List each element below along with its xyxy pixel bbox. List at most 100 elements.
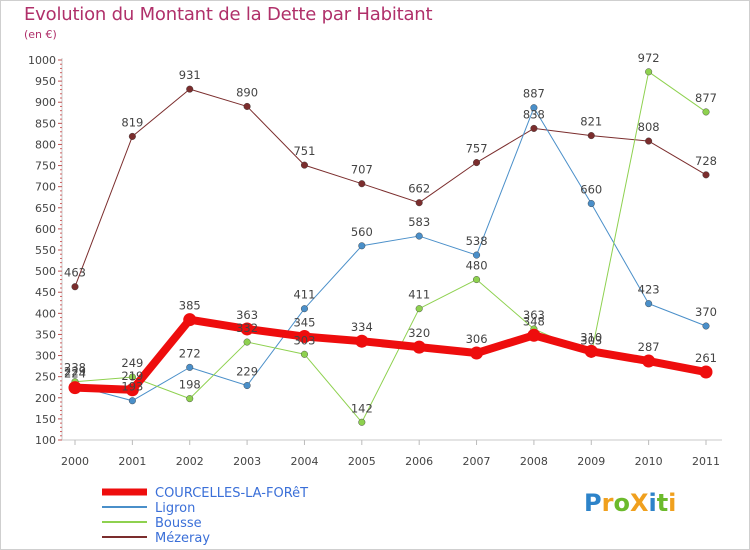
y-tick-label: 750 (35, 160, 56, 173)
series-line (74, 107, 707, 402)
data-label: 303 (580, 333, 602, 347)
data-point (186, 85, 194, 93)
data-label: 972 (638, 51, 660, 65)
logo-letter: r (601, 489, 614, 517)
x-tick-label: 2003 (233, 455, 261, 468)
proxiti-logo: ProXiti (584, 489, 676, 517)
data-label: 287 (638, 340, 660, 354)
data-point (527, 328, 541, 342)
data-label: 890 (236, 85, 258, 99)
data-label: 224 (64, 367, 86, 381)
x-tick-label: 2008 (520, 455, 548, 468)
legend-label: Bousse (155, 516, 202, 531)
data-point (645, 137, 653, 145)
logo-letter: i (668, 489, 677, 517)
data-label: 877 (695, 91, 717, 105)
data-label: 345 (293, 316, 315, 330)
data-point (358, 242, 366, 250)
data-point (702, 322, 710, 330)
data-label: 583 (408, 215, 430, 229)
data-label: 332 (236, 321, 258, 335)
legend-label: Ligron (155, 501, 195, 516)
y-tick-label: 600 (35, 223, 56, 236)
data-label: 411 (293, 288, 315, 302)
data-point (243, 102, 251, 110)
y-tick-label: 650 (35, 202, 56, 215)
data-label: 538 (466, 234, 488, 248)
data-point (473, 251, 481, 259)
y-tick-label: 550 (35, 244, 56, 257)
data-point (473, 159, 481, 167)
data-label: 887 (523, 87, 545, 101)
data-label: 728 (695, 154, 717, 168)
data-point (243, 338, 251, 346)
data-label: 662 (408, 182, 430, 196)
x-tick-label: 2004 (290, 455, 318, 468)
y-tick-label: 250 (35, 371, 56, 384)
data-point (645, 68, 653, 76)
x-tick-label: 2009 (577, 455, 605, 468)
data-point (186, 363, 194, 371)
y-tick-label: 100 (35, 434, 56, 447)
data-label: 229 (64, 365, 86, 379)
logo-letter: t (656, 489, 669, 517)
data-label: 660 (580, 183, 602, 197)
data-point (128, 397, 136, 405)
series-0 (71, 85, 710, 291)
y-tick-label: 800 (35, 138, 56, 151)
data-label: 363 (236, 308, 258, 322)
data-label: 310 (580, 330, 602, 344)
x-tick-label: 2002 (176, 455, 204, 468)
x-tick-label: 2007 (463, 455, 491, 468)
data-point (71, 283, 79, 291)
data-label: 238 (64, 361, 86, 375)
x-tick-label: 2006 (405, 455, 433, 468)
data-label: 303 (293, 333, 315, 347)
data-point (702, 171, 710, 179)
data-point (243, 382, 251, 390)
x-tick-label: 2000 (61, 455, 89, 468)
data-point (183, 313, 197, 327)
data-point (470, 346, 484, 360)
data-point (300, 305, 308, 313)
data-point (415, 232, 423, 240)
logo-letter: i (648, 489, 657, 517)
logo-letter: X (629, 489, 649, 517)
data-label: 821 (580, 115, 602, 129)
x-tick-label: 2011 (692, 455, 720, 468)
data-label: 219 (121, 369, 143, 383)
data-label: 198 (179, 378, 201, 392)
data-label: 334 (351, 320, 373, 334)
data-label: 261 (695, 351, 717, 365)
data-label: 838 (523, 107, 545, 121)
data-point (642, 354, 656, 368)
series-1 (71, 104, 710, 405)
y-tick-label: 1000 (28, 54, 56, 67)
logo-letter: P (584, 489, 602, 517)
y-tick-label: 500 (35, 265, 56, 278)
data-label: 751 (293, 144, 315, 158)
data-label: 193 (121, 380, 143, 394)
data-label: 348 (523, 314, 545, 328)
data-point (68, 381, 82, 395)
data-label: 306 (466, 332, 488, 346)
data-point (412, 340, 426, 354)
x-tick-label: 2010 (635, 455, 663, 468)
data-label: 229 (236, 365, 258, 379)
data-label: 707 (351, 163, 373, 177)
data-point (186, 395, 194, 403)
data-point (415, 199, 423, 207)
data-label: 385 (179, 299, 201, 313)
data-label: 249 (121, 356, 143, 370)
y-tick-label: 700 (35, 181, 56, 194)
y-tick-label: 200 (35, 392, 56, 405)
data-label: 480 (466, 259, 488, 273)
data-point (530, 124, 538, 132)
y-tick-label: 400 (35, 307, 56, 320)
data-point (473, 276, 481, 284)
data-point (358, 180, 366, 188)
y-tick-label: 150 (35, 413, 56, 426)
data-label: 808 (638, 120, 660, 134)
series-line (74, 71, 707, 423)
y-tick-label: 850 (35, 117, 56, 130)
